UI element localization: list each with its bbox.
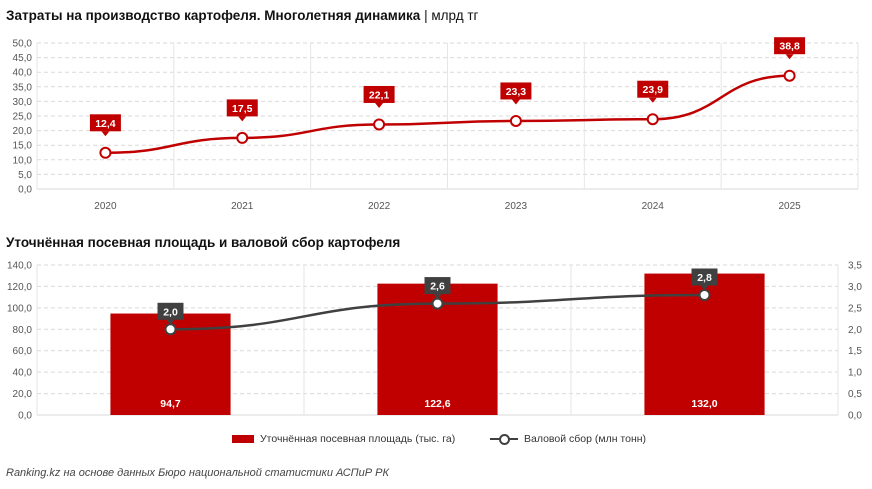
chart2-ytick: 20,0: [13, 389, 33, 400]
chart1-label-box: [226, 99, 258, 117]
chart2-point: [698, 289, 711, 301]
legend-line-label: Валовой сбор (млн тонн): [524, 433, 647, 445]
chart2-line-label-pointer: [700, 285, 709, 291]
chart1-label-box: [89, 114, 121, 132]
chart2-point: [164, 323, 177, 336]
chart2-line-label: 2,0: [163, 306, 178, 318]
chart1-point: [236, 131, 249, 144]
chart2-bar-label: 94,7: [160, 398, 181, 410]
chart1-xtick: 2021: [231, 201, 254, 212]
chart2-y2tick: 2,0: [848, 325, 862, 336]
legend-bar-label: Уточнённая посевная площадь (тыс. га): [260, 433, 456, 445]
chart1-label-box: [774, 37, 806, 55]
chart2-title-text: Уточнённая посевная площадь и валовой сб…: [6, 235, 401, 250]
chart1-label-box: [637, 80, 669, 98]
chart2-ytick: 100,0: [7, 303, 32, 314]
chart1-title-text: Затраты на производство картофеля. Много…: [6, 8, 421, 23]
chart1-label-pointer: [648, 97, 657, 103]
source-note: Ranking.kz на основе данных Бюро национа…: [6, 467, 389, 479]
chart1-data-label: 23,9: [643, 84, 664, 96]
chart1-ytick: 25,0: [13, 112, 33, 123]
legend-bar: Уточнённая посевная площадь (тыс. га): [232, 433, 455, 445]
chart1-xtick: 2020: [94, 201, 117, 212]
chart2-y2tick: 3,5: [848, 261, 862, 272]
chart1-label-box: [363, 85, 395, 103]
chart1-ytick: 10,0: [13, 155, 33, 166]
chart1-unit: | млрд тг: [424, 8, 479, 23]
chart1-xtick: 2024: [642, 201, 665, 212]
chart1-ytick: 45,0: [13, 53, 33, 64]
chart1-point: [509, 114, 522, 127]
chart2-line-label-pointer: [166, 319, 175, 325]
chart1-xtick: 2025: [778, 201, 801, 212]
chart1-point: [646, 113, 659, 126]
legend-bar-swatch: [232, 435, 254, 443]
chart1-label-pointer: [238, 116, 247, 122]
chart1-data-label: 23,3: [506, 86, 527, 98]
chart1-label-box: [500, 82, 532, 100]
chart2-y2tick: 3,0: [848, 282, 862, 293]
chart1-ytick: 35,0: [13, 82, 33, 93]
chart1-label-pointer: [511, 99, 520, 105]
chart1-svg: 0,0 5,0 10,0 15,0 20,0 25,0 30,0 35,0 40,0 45,0 50…: [13, 37, 859, 212]
chart1-data-label: 22,1: [369, 89, 390, 101]
chart1-ytick: 0,0: [18, 185, 32, 196]
chart2-ytick: 0,0: [18, 411, 32, 422]
chart2-ytick: 120,0: [7, 282, 32, 293]
chart2-line-label: 2,8: [697, 272, 712, 284]
chart1-ytick: 30,0: [13, 97, 33, 108]
chart1-title: Затраты на производство картофеля. Много…: [6, 8, 478, 23]
chart1-ytick: 15,0: [13, 141, 33, 152]
chart2-y2tick: 1,0: [848, 368, 862, 379]
chart1-xtick: 2022: [368, 201, 391, 212]
chart1-ytick: 20,0: [13, 126, 33, 137]
chart2-bar-label: 132,0: [691, 398, 717, 410]
chart1-data-label: 12,4: [95, 118, 116, 130]
chart2-y2tick: 0,0: [848, 411, 862, 422]
chart2-y2tick: 1,5: [848, 346, 862, 357]
chart2-y2tick: 0,5: [848, 389, 862, 400]
chart1-label-pointer: [785, 54, 794, 60]
chart1-ytick: 50,0: [13, 39, 33, 50]
chart1-ytick: 5,0: [18, 170, 32, 181]
chart1-ytick: 40,0: [13, 68, 33, 79]
chart2-line-label-pointer: [433, 294, 442, 300]
chart2-y2tick: 2,5: [848, 303, 862, 314]
chart1-series-line: [105, 74, 790, 155]
chart1-label-pointer: [101, 131, 110, 137]
chart1-point: [99, 146, 112, 159]
chart2-ytick: 60,0: [13, 346, 33, 357]
chart2-point: [431, 297, 444, 310]
chart1-point: [373, 118, 386, 131]
chart2-line-label-box: [157, 302, 184, 320]
chart2-line-label-box: [691, 268, 718, 286]
chart1-data-label: 38,8: [779, 41, 800, 53]
chart2-line-label-box: [424, 277, 451, 295]
chart2-ytick: 40,0: [13, 368, 33, 379]
chart1-xtick: 2023: [505, 201, 528, 212]
chart2-ytick: 80,0: [13, 325, 33, 336]
chart2-title: Уточнённая посевная площадь и валовой сб…: [6, 235, 400, 250]
legend-line-swatch: [490, 434, 518, 445]
chart1-point: [783, 69, 796, 82]
chart2-line-label: 2,6: [430, 281, 445, 293]
chart2-ytick: 140,0: [7, 261, 32, 272]
chart1-label-pointer: [375, 102, 384, 108]
legend-line: Валовой сбор (млн тонн): [490, 433, 646, 445]
chart2-bar-label: 122,6: [424, 398, 450, 410]
chart1-data-label: 17,5: [232, 103, 253, 115]
